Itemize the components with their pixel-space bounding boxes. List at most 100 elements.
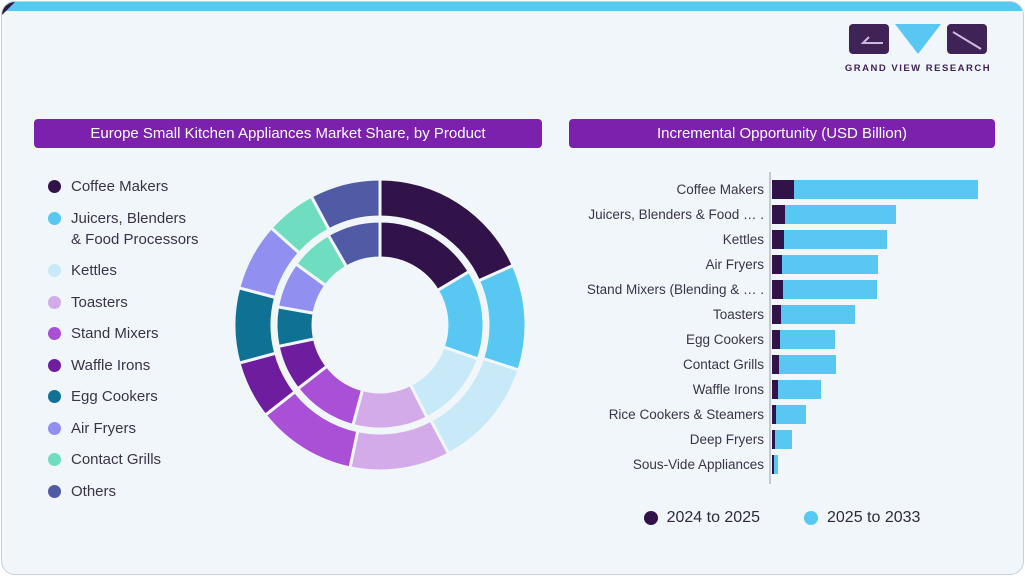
legend-swatch bbox=[48, 327, 61, 340]
bar-segment-2025-to-2033 bbox=[778, 380, 821, 399]
legend-item: 2025 to 2033 bbox=[804, 509, 920, 527]
corner-notch bbox=[2, 2, 15, 15]
legend-swatch bbox=[48, 211, 61, 225]
bar-chart-legend: 2024 to 2025 2025 to 2033 bbox=[569, 509, 995, 527]
donut-segment-outer-ring-6 bbox=[232, 285, 278, 365]
legend-item: Stand Mixers bbox=[48, 323, 238, 344]
donut-legend: Coffee Makers Juicers, Blenders & Food Pr… bbox=[48, 176, 238, 512]
legend-label: Stand Mixers bbox=[71, 325, 159, 342]
bar-segment-2024-to-2025 bbox=[772, 330, 780, 349]
bar-row: Coffee Makers bbox=[569, 177, 999, 202]
bar-track bbox=[772, 280, 877, 299]
bar-track bbox=[772, 230, 887, 249]
legend-item: Waffle Irons bbox=[48, 355, 238, 376]
bar-track bbox=[772, 455, 778, 474]
bar-track bbox=[772, 430, 792, 449]
bar-label: Sous-Vide Appliances bbox=[632, 457, 764, 472]
bar-segment-2025-to-2033 bbox=[785, 205, 896, 224]
bar-segment-2024-to-2025 bbox=[772, 305, 781, 324]
legend-swatch bbox=[48, 453, 61, 466]
bar-label: Contact Grills bbox=[682, 357, 764, 372]
bar-row: Contact Grills bbox=[569, 352, 999, 377]
bar-label: Kettles bbox=[722, 232, 764, 247]
legend-label: Toasters bbox=[71, 293, 128, 311]
legend-label: 2024 to 2025 bbox=[666, 509, 760, 526]
bar-chart: Coffee Makers Juicers, Blenders & Food … … bbox=[569, 177, 999, 477]
bar-track bbox=[772, 255, 878, 274]
legend-item: Coffee Makers bbox=[48, 176, 238, 197]
legend-swatch bbox=[804, 511, 818, 525]
top-accent-bar bbox=[2, 2, 1023, 11]
bar-chart-axis bbox=[769, 172, 771, 484]
bar-segment-2025-to-2033 bbox=[780, 330, 835, 349]
bar-label: Waffle Irons bbox=[692, 382, 764, 397]
legend-swatch bbox=[48, 390, 61, 403]
bar-label: Rice Cookers & Steamers bbox=[608, 407, 764, 422]
legend-label: Coffee Makers bbox=[71, 178, 169, 195]
legend-item: Others bbox=[48, 481, 238, 502]
legend-label: Egg Cookers bbox=[71, 388, 158, 405]
bar-track bbox=[772, 405, 806, 424]
bar-row: Juicers, Blenders & Food … . bbox=[569, 202, 999, 227]
donut-segment-inner-ring-9 bbox=[326, 219, 382, 269]
gvr-logo-mark bbox=[849, 24, 987, 54]
donut-segment-outer-ring-9 bbox=[309, 177, 382, 232]
bar-row: Kettles bbox=[569, 227, 999, 252]
legend-label: Waffle Irons bbox=[71, 356, 151, 374]
bar-track bbox=[772, 380, 821, 399]
bar-segment-2025-to-2033 bbox=[781, 305, 855, 324]
bar-label: Egg Cookers bbox=[685, 332, 764, 347]
legend-label: Juicers, Blenders & Food Processors bbox=[71, 209, 199, 248]
bar-chart-title: Incremental Opportunity (USD Billion) bbox=[569, 119, 995, 148]
legend-swatch bbox=[48, 358, 61, 372]
bar-row: Air Fryers bbox=[569, 252, 999, 277]
bar-segment-2025-to-2033 bbox=[794, 180, 978, 199]
legend-label: 2025 to 2033 bbox=[827, 509, 921, 526]
bar-track bbox=[772, 180, 978, 199]
bar-segment-2025-to-2033 bbox=[783, 280, 877, 299]
bar-segment-2025-to-2033 bbox=[779, 355, 836, 374]
bar-track bbox=[772, 355, 836, 374]
bar-row: Stand Mixers (Blending & … . bbox=[569, 277, 999, 302]
bar-segment-2024-to-2025 bbox=[772, 455, 774, 474]
bar-segment-2025-to-2033 bbox=[775, 430, 792, 449]
bar-track bbox=[772, 305, 855, 324]
donut-segment-outer-ring-1 bbox=[476, 263, 528, 373]
bar-row: Sous-Vide Appliances bbox=[569, 452, 999, 477]
legend-swatch bbox=[48, 180, 61, 193]
bar-label: Coffee Makers bbox=[676, 182, 764, 197]
legend-item: 2024 to 2025 bbox=[643, 509, 760, 527]
bar-label: Air Fryers bbox=[705, 257, 765, 272]
legend-swatch bbox=[48, 264, 61, 277]
logo-v-triangle bbox=[895, 24, 941, 54]
bar-segment-2024-to-2025 bbox=[772, 380, 778, 399]
bar-segment-2024-to-2025 bbox=[772, 280, 783, 299]
bar-segment-2024-to-2025 bbox=[772, 355, 779, 374]
bar-row: Toasters bbox=[569, 302, 999, 327]
bar-row: Rice Cookers & Steamers bbox=[569, 402, 999, 427]
legend-swatch bbox=[48, 484, 61, 498]
bar-row: Waffle Irons bbox=[569, 377, 999, 402]
bar-segment-2024-to-2025 bbox=[772, 180, 794, 199]
legend-swatch bbox=[643, 511, 658, 525]
bar-segment-2024-to-2025 bbox=[772, 230, 784, 249]
legend-label: Contact Grills bbox=[71, 451, 162, 468]
bar-track bbox=[772, 205, 896, 224]
legend-item: Egg Cookers bbox=[48, 386, 238, 407]
bar-row: Deep Fryers bbox=[569, 427, 999, 452]
legend-swatch bbox=[48, 295, 61, 309]
gvr-logo-text: GRAND VIEW RESEARCH bbox=[844, 63, 992, 74]
legend-item: Toasters bbox=[48, 292, 238, 313]
legend-swatch bbox=[48, 421, 61, 435]
legend-item: Contact Grills bbox=[48, 449, 238, 470]
bar-segment-2025-to-2033 bbox=[784, 230, 887, 249]
legend-label: Others bbox=[71, 482, 117, 500]
bar-row: Egg Cookers bbox=[569, 327, 999, 352]
bar-segment-2024-to-2025 bbox=[772, 205, 785, 224]
legend-label: Kettles bbox=[71, 262, 117, 279]
donut-chart bbox=[232, 177, 528, 473]
bar-segment-2025-to-2033 bbox=[776, 405, 806, 424]
gvr-logo: GRAND VIEW RESEARCH bbox=[843, 24, 993, 74]
